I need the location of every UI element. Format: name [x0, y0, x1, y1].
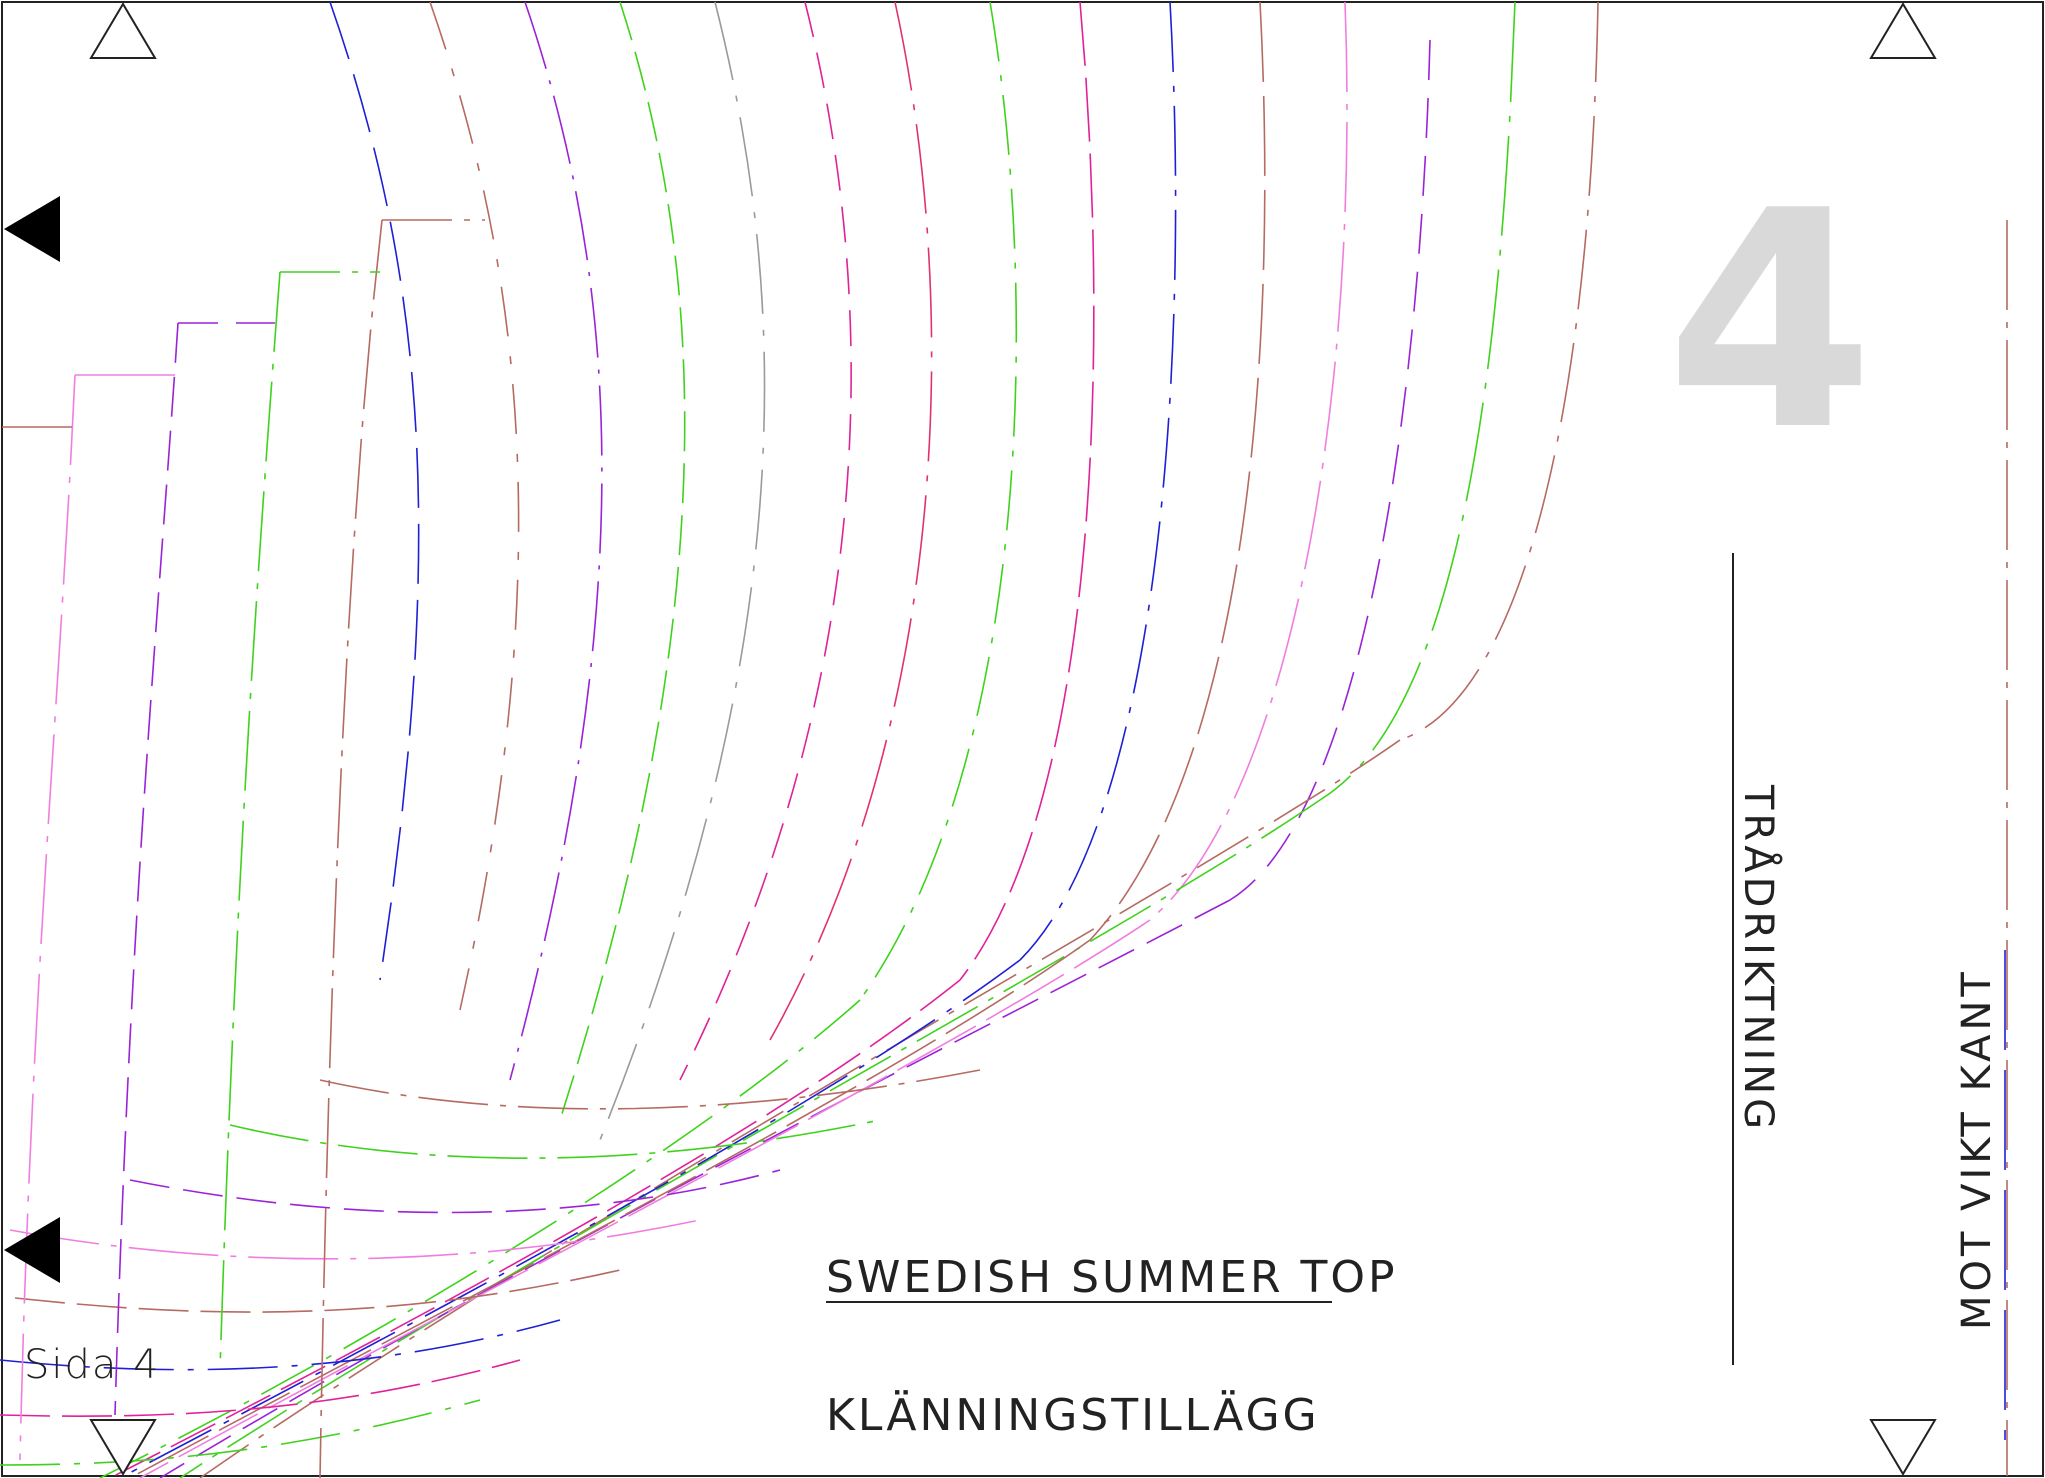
pattern-title: SWEDISH SUMMER TOP — [826, 1252, 1398, 1303]
size-line — [329, 1, 420, 981]
size-line — [1019, 1, 1177, 961]
triangle-outline-icon — [89, 2, 157, 59]
size-line — [319, 1069, 981, 1110]
size-line — [0, 1399, 481, 1466]
size-line — [159, 899, 1231, 1478]
fold-label: MOT VIKT KANT — [1954, 968, 2000, 1330]
pattern-subtitle: KLÄNNINGSTILLÄGG — [826, 1389, 1320, 1441]
page-label: Sida 4 — [24, 1342, 161, 1388]
triangle-filled-icon — [4, 1217, 60, 1283]
size-line — [179, 799, 1321, 1478]
size-line — [1319, 1, 1516, 801]
triangle-filled-icon — [4, 196, 60, 262]
size-line — [129, 939, 1091, 1478]
size-line — [959, 1, 1095, 981]
size-line — [599, 1, 766, 1141]
size-line — [559, 1, 686, 1121]
size-line — [229, 1119, 881, 1159]
size-line — [99, 999, 861, 1478]
size-line — [109, 979, 961, 1478]
size-line — [129, 1169, 781, 1214]
size-line — [199, 739, 1401, 1478]
size-line — [859, 1, 1018, 1001]
triangle-outline-icon — [1869, 2, 1937, 59]
triangle-down-outline-icon — [89, 1419, 157, 1476]
size-line — [0, 1359, 521, 1417]
size-line — [14, 1269, 621, 1313]
size-line — [19, 374, 76, 1461]
size-line — [319, 219, 383, 1478]
size-line — [219, 271, 281, 1371]
size-line — [1229, 39, 1431, 901]
size-line — [1399, 1, 1599, 741]
size-line — [679, 1, 852, 1081]
size-line — [119, 959, 1021, 1478]
grain-label: TRÅDRIKTNING — [1735, 784, 1783, 1133]
triangle-down-outline-icon — [1869, 1419, 1937, 1476]
size-line — [139, 919, 1151, 1478]
size-line — [1089, 1, 1266, 941]
page-number: 4 — [1666, 147, 1875, 496]
size-line — [429, 1, 520, 1011]
size-line — [114, 322, 179, 1416]
size-line — [1149, 1, 1348, 921]
size-line — [509, 1, 603, 1081]
size-line — [769, 1, 933, 1041]
size-line — [9, 1219, 701, 1260]
